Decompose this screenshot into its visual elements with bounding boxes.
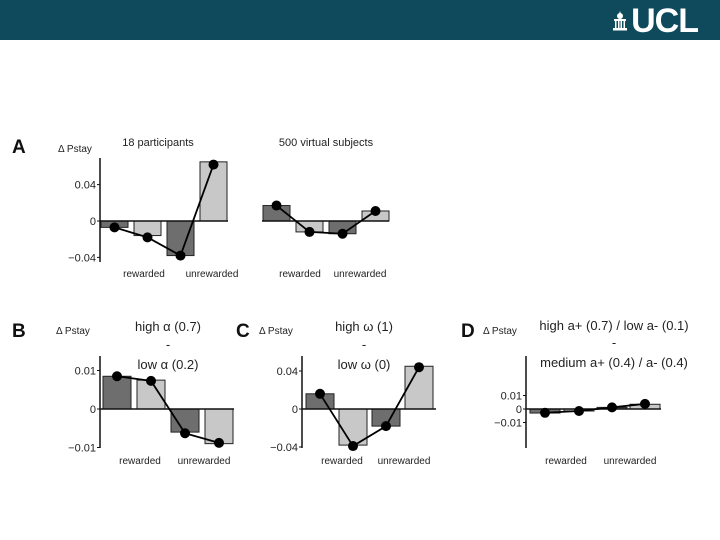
charts-layer: 0.04 0 −0.04 Δ Pstay 18 participants rewarded… bbox=[56, 137, 689, 467]
y-tick-label: 0.01 bbox=[501, 391, 522, 403]
y-tick-label: 0.04 bbox=[75, 180, 96, 192]
chart-annotation: - bbox=[362, 337, 366, 352]
data-point bbox=[574, 406, 584, 417]
bar bbox=[102, 375, 132, 410]
data-point bbox=[180, 428, 190, 439]
ucl-logo: UCL bbox=[613, 2, 699, 40]
y-axis-label: Δ Pstay bbox=[259, 326, 293, 337]
bar bbox=[404, 365, 434, 410]
y-tick-label: 0.01 bbox=[75, 366, 96, 378]
data-point bbox=[109, 222, 120, 233]
bar bbox=[204, 408, 234, 445]
x-category-label: unrewarded bbox=[378, 456, 431, 467]
series-line bbox=[319, 366, 420, 448]
data-point bbox=[142, 232, 153, 243]
portico-icon bbox=[613, 11, 628, 31]
y-tick-label: −0.04 bbox=[270, 442, 298, 454]
y-tick-label: −0.04 bbox=[68, 252, 96, 264]
x-category-label: rewarded bbox=[123, 269, 165, 280]
chart-title: 18 participants bbox=[122, 137, 194, 149]
chart-annotation: high ω (1) bbox=[335, 319, 393, 334]
chart-annotation: high α (0.7) bbox=[135, 319, 201, 334]
data-point bbox=[175, 250, 186, 261]
data-point bbox=[208, 159, 219, 170]
series-line bbox=[544, 402, 646, 414]
x-category-label: rewarded bbox=[119, 456, 161, 467]
x-category-label: rewarded bbox=[545, 456, 587, 467]
y-tick-label: 0 bbox=[90, 404, 96, 416]
chart-title: 500 virtual subjects bbox=[279, 137, 374, 149]
header-bar: UCL bbox=[0, 0, 720, 40]
panel-letter-d: D bbox=[461, 321, 475, 342]
y-axis-label: Δ Pstay bbox=[56, 326, 90, 337]
data-point bbox=[540, 407, 550, 418]
data-point bbox=[607, 402, 617, 413]
data-point bbox=[112, 371, 122, 382]
data-point bbox=[315, 388, 325, 399]
x-category-label: unrewarded bbox=[604, 456, 657, 467]
chart-annotation: high a+ (0.7) / low a- (0.1) bbox=[539, 318, 688, 333]
chart-annotation: low α (0.2) bbox=[138, 357, 199, 372]
chart-annotation: - bbox=[612, 335, 616, 350]
panel-letter-b: B bbox=[12, 321, 26, 342]
x-category-label: rewarded bbox=[279, 269, 321, 280]
y-tick-label: 0 bbox=[90, 216, 96, 228]
series-line bbox=[275, 204, 377, 235]
data-point bbox=[146, 375, 156, 386]
x-category-label: unrewarded bbox=[186, 269, 239, 280]
series-line bbox=[116, 375, 220, 444]
y-axis-label: Δ Pstay bbox=[483, 326, 517, 337]
y-tick-label: −0.01 bbox=[68, 443, 96, 455]
data-point bbox=[348, 441, 358, 452]
panel-letter-c: C bbox=[236, 321, 250, 342]
data-point bbox=[381, 421, 391, 432]
y-tick-label: 0 bbox=[516, 404, 522, 416]
x-category-label: unrewarded bbox=[178, 456, 231, 467]
x-category-label: unrewarded bbox=[334, 269, 387, 280]
data-point bbox=[414, 362, 424, 373]
y-axis-label: Δ Pstay bbox=[58, 144, 92, 155]
chart-annotation: - bbox=[166, 337, 170, 352]
y-tick-label: 0.04 bbox=[277, 366, 298, 378]
panel-letter-a: A bbox=[12, 137, 26, 158]
data-point bbox=[271, 200, 282, 211]
data-point bbox=[370, 205, 381, 216]
y-tick-label: 0 bbox=[292, 404, 298, 416]
y-tick-label: −0.01 bbox=[494, 418, 522, 430]
chart-annotation: low ω (0) bbox=[338, 357, 391, 372]
data-point bbox=[304, 226, 315, 237]
data-point bbox=[214, 437, 224, 448]
data-point bbox=[337, 228, 348, 239]
chart-annotation: medium a+ (0.4) / a- (0.4) bbox=[540, 355, 688, 370]
x-category-label: rewarded bbox=[321, 456, 363, 467]
series-line bbox=[114, 164, 215, 257]
data-point bbox=[640, 398, 650, 409]
logo-text: UCL bbox=[631, 2, 699, 40]
